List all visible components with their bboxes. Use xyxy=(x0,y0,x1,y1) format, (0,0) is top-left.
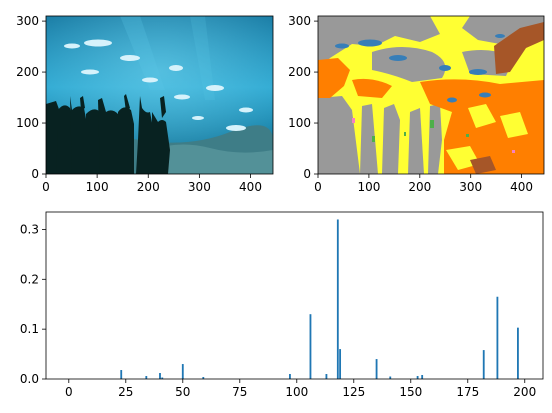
silhouettes xyxy=(46,94,170,174)
photo-ytick-label: 100 xyxy=(16,116,39,130)
histogram-bar xyxy=(339,349,342,379)
histogram-bar xyxy=(517,327,519,379)
histogram-xtick-label: 200 xyxy=(513,385,536,399)
segmentation-x-axis: 0 100 200 300 400 xyxy=(314,174,533,194)
histogram-xtick-label: 150 xyxy=(399,385,422,399)
histogram-xtick-label: 75 xyxy=(232,385,247,399)
histogram-xtick-label: 100 xyxy=(285,385,308,399)
histogram-ytick-label: 0.1 xyxy=(20,322,39,336)
histogram-y-axis: 0.0 0.1 0.2 0.3 xyxy=(20,222,46,386)
segmentation-xtick-label: 400 xyxy=(510,180,533,194)
histogram-ytick-label: 0.0 xyxy=(20,372,39,386)
histogram-panel: 0 25 50 75 100 125 150 175 200 0.0 0.1 0.2 0.3 xyxy=(20,211,544,399)
segmentation-xtick-label: 0 xyxy=(314,180,322,194)
histogram-bar xyxy=(309,314,312,379)
photo-xtick-label: 0 xyxy=(42,180,50,194)
histogram-bar xyxy=(336,219,339,379)
histogram-x-axis: 0 25 50 75 100 125 150 175 200 xyxy=(65,379,536,399)
segmentation-speckles xyxy=(352,118,515,153)
segmentation-ytick-label: 200 xyxy=(288,65,311,79)
histogram-bar xyxy=(120,370,123,379)
segmentation-frame xyxy=(317,15,545,175)
photo-y-axis: 0 100 200 300 xyxy=(16,14,46,181)
histogram-bar xyxy=(181,364,184,379)
segmentation-xtick-label: 300 xyxy=(459,180,482,194)
fish-group xyxy=(64,39,253,131)
photo-xtick-label: 200 xyxy=(137,180,160,194)
histogram-xtick-label: 50 xyxy=(175,385,190,399)
photo-xtick-label: 100 xyxy=(86,180,109,194)
photo-x-axis: 0 100 200 300 400 xyxy=(42,174,262,194)
photo-frame xyxy=(45,15,274,175)
segmentation-image xyxy=(318,16,544,174)
segmentation-blue-fish xyxy=(335,34,505,103)
histogram-xtick-label: 125 xyxy=(342,385,365,399)
histogram-bar xyxy=(289,374,291,379)
segmentation-y-axis: 0 100 200 300 xyxy=(288,14,318,181)
histogram-ytick-label: 0.3 xyxy=(20,222,39,236)
photo-xtick-label: 400 xyxy=(239,180,262,194)
segmentation-ytick-label: 300 xyxy=(288,14,311,28)
segmentation-ytick-label: 0 xyxy=(303,167,311,181)
segmentation-xtick-label: 100 xyxy=(357,180,380,194)
segmentation-xtick-label: 200 xyxy=(408,180,431,194)
histogram-bar xyxy=(496,296,499,379)
histogram-bar xyxy=(421,375,424,379)
photo-xtick-label: 300 xyxy=(188,180,211,194)
histogram-bars xyxy=(120,219,519,379)
photo-ytick-label: 300 xyxy=(16,14,39,28)
histogram-frame xyxy=(45,211,544,380)
photo-ytick-label: 200 xyxy=(16,65,39,79)
histogram-bar xyxy=(145,376,148,379)
histogram-bar xyxy=(482,350,485,379)
photo-ytick-label: 0 xyxy=(31,167,39,181)
histogram-xtick-label: 25 xyxy=(118,385,133,399)
histogram-bar xyxy=(416,376,419,379)
histogram-bar xyxy=(161,377,164,379)
photo-panel: 0 100 200 300 400 0 100 200 300 xyxy=(16,14,274,194)
histogram-xtick-label: 0 xyxy=(65,385,73,399)
histogram-bar xyxy=(159,373,161,379)
histogram-bar xyxy=(202,377,205,379)
histogram-bar xyxy=(325,374,328,379)
segmentation-panel: 0 100 200 300 400 0 100 200 300 xyxy=(288,14,545,194)
histogram-bar xyxy=(389,376,392,379)
histogram-bar xyxy=(375,359,378,379)
histogram-xtick-label: 175 xyxy=(456,385,479,399)
histogram-ytick-label: 0.2 xyxy=(20,272,39,286)
segmentation-ytick-label: 100 xyxy=(288,116,311,130)
photo-image xyxy=(46,16,273,174)
